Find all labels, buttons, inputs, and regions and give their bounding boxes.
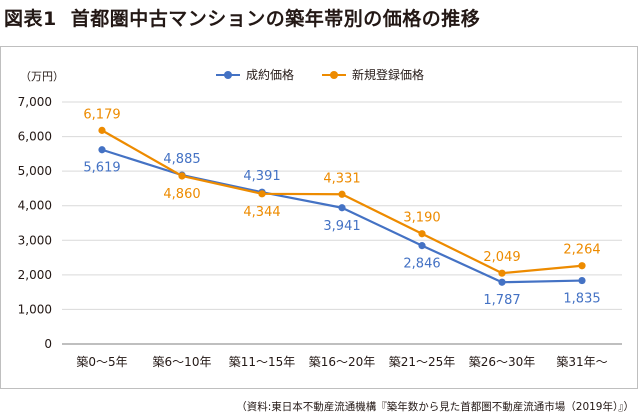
legend-item-listing: 新規登録価格 xyxy=(322,66,424,83)
legend-item-contract: 成約価格 xyxy=(215,66,294,83)
data-label: 2,846 xyxy=(403,257,440,272)
data-label: 6,179 xyxy=(83,107,120,122)
y-tick-label: 6,000 xyxy=(18,130,52,144)
y-unit-label: （万円） xyxy=(20,70,64,83)
x-tick-label: 築0〜5年 xyxy=(76,354,127,369)
data-label: 4,331 xyxy=(323,171,360,186)
y-tick-label: 2,000 xyxy=(18,268,52,282)
legend-label-listing: 新規登録価格 xyxy=(352,68,425,82)
y-tick-label: 7,000 xyxy=(18,95,52,109)
data-label: 1,835 xyxy=(563,292,600,307)
data-label: 4,885 xyxy=(163,152,200,167)
data-point xyxy=(338,204,346,212)
data-point xyxy=(418,242,426,250)
page-title: 図表1 首都圏中古マンションの築年帯別の価格の推移 xyxy=(4,4,480,31)
data-point xyxy=(178,172,186,180)
y-tick-label: 0 xyxy=(44,337,52,351)
series-layer xyxy=(98,126,586,286)
chart-title: 首都圏中古マンションの築年帯別の価格の推移 xyxy=(70,8,481,30)
legend-swatch-listing xyxy=(322,70,346,79)
data-label: 4,344 xyxy=(243,205,280,220)
legend-label-contract: 成約価格 xyxy=(245,68,294,82)
data-point xyxy=(98,146,106,154)
x-tick-label: 築6〜10年 xyxy=(153,354,212,369)
data-point xyxy=(258,190,266,198)
y-tick-label: 3,000 xyxy=(18,233,52,247)
x-tick-label: 築26〜30年 xyxy=(469,354,536,369)
x-tick-label: 築16〜20年 xyxy=(309,354,376,369)
data-label: 1,787 xyxy=(483,293,520,308)
x-tick-label: 築21〜25年 xyxy=(389,354,456,369)
axis-layer: 0 1,000 2,000 3,000 4,000 5,000 6,000 7,000 築0〜5… xyxy=(18,95,622,369)
data-label: 5,619 xyxy=(83,161,120,176)
data-point xyxy=(338,190,346,198)
source-note: （資料:東日本不動産流通機構『築年数から見た首都圏不動産流通市場（2019年）』… xyxy=(236,401,634,413)
data-point xyxy=(418,230,426,238)
y-tick-label: 5,000 xyxy=(18,164,52,178)
data-point xyxy=(578,262,586,270)
legend-swatch-contract xyxy=(215,70,240,79)
data-label: 2,264 xyxy=(563,243,600,258)
data-label: 4,391 xyxy=(243,169,280,184)
data-point xyxy=(498,278,506,286)
chart-frame xyxy=(0,46,638,389)
y-tick-label: 1,000 xyxy=(18,302,52,316)
data-point xyxy=(578,276,586,285)
x-tick-label: 築11〜15年 xyxy=(229,354,296,369)
y-tick-label: 4,000 xyxy=(18,199,52,213)
data-label: 3,941 xyxy=(323,219,360,234)
figure-label: 図表1 xyxy=(4,8,57,30)
chart-legend: 成約価格 新規登録価格 xyxy=(0,66,640,83)
data-point xyxy=(98,126,106,134)
data-label: 3,190 xyxy=(403,211,440,226)
label-layer: 5,619 4,885 4,391 3,941 2,846 1,787 1,835 6,179… xyxy=(83,107,600,308)
x-tick-label: 築31年〜 xyxy=(556,354,607,369)
data-point xyxy=(498,269,506,277)
data-label: 2,049 xyxy=(483,250,520,265)
data-label: 4,860 xyxy=(163,187,200,202)
